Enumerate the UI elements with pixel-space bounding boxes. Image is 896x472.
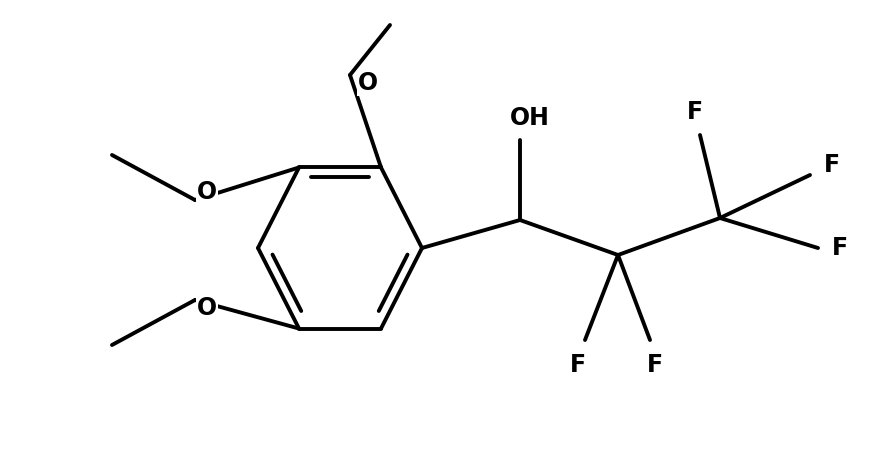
Text: O: O [197, 296, 217, 320]
Text: F: F [687, 100, 703, 124]
Text: F: F [647, 353, 663, 377]
Text: F: F [824, 153, 840, 177]
Text: F: F [570, 353, 586, 377]
Text: OH: OH [510, 106, 550, 130]
Text: O: O [358, 71, 378, 95]
Text: F: F [832, 236, 848, 260]
Text: O: O [197, 180, 217, 204]
